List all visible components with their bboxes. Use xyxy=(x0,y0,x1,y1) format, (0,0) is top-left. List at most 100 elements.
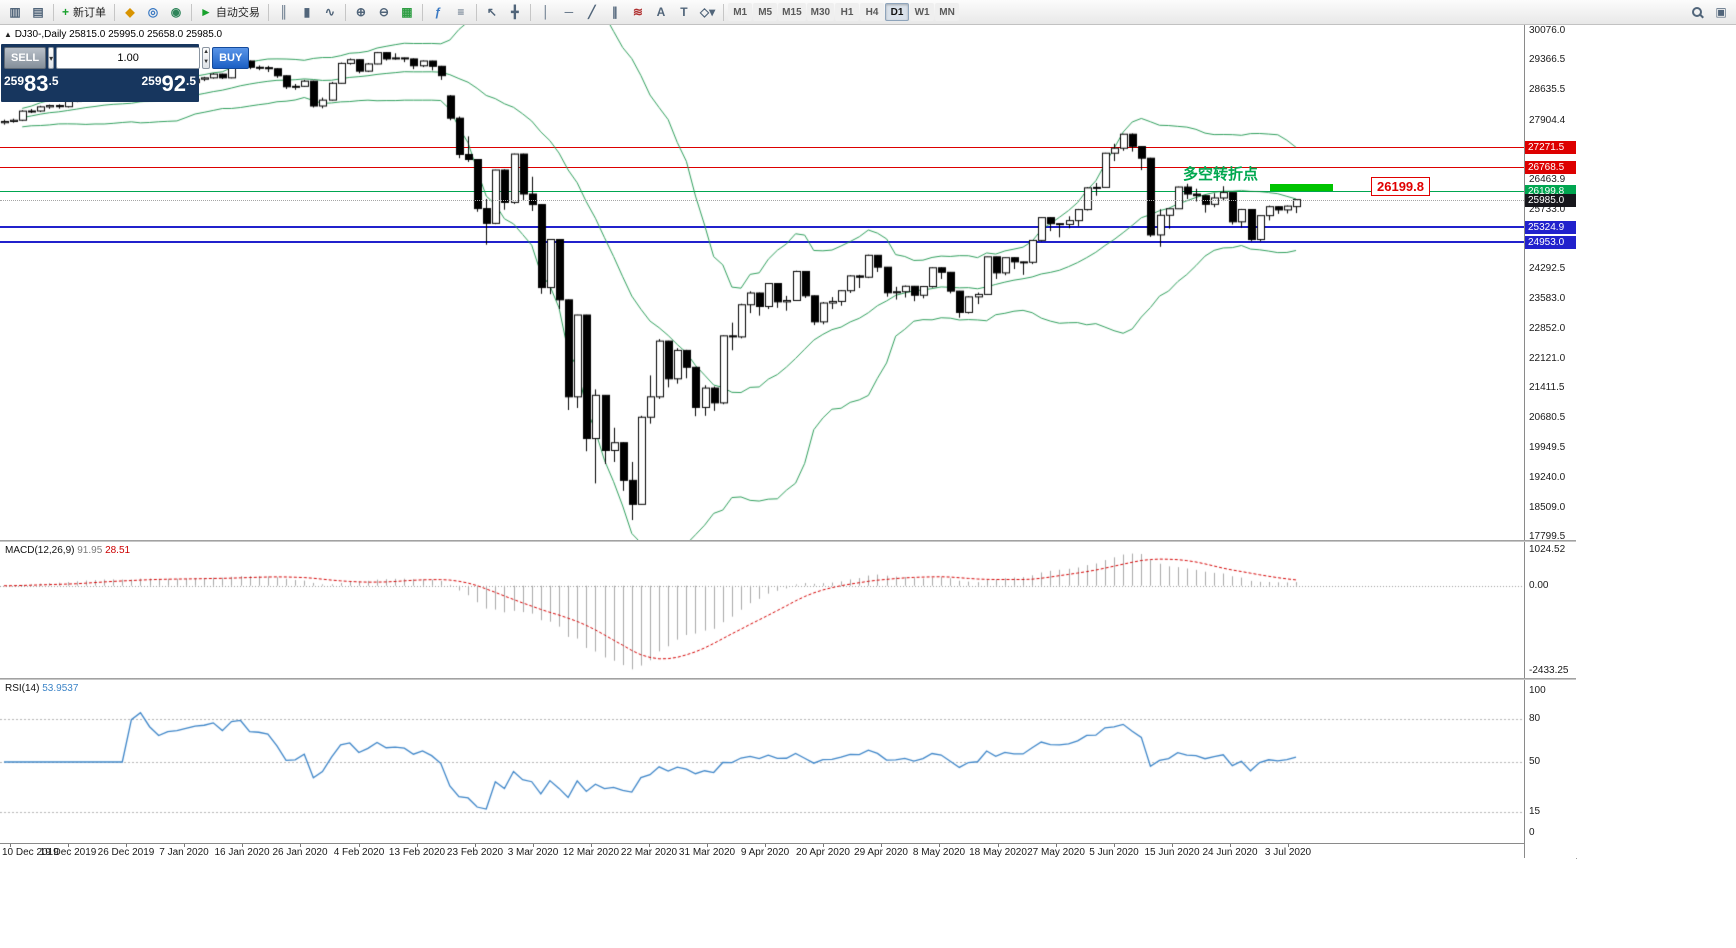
price-tag: 25985.0 xyxy=(1525,193,1576,207)
time-axis-label: 7 Jan 2020 xyxy=(159,847,209,858)
quotes-icon[interactable]: ◆ xyxy=(119,2,141,23)
macd-chart-canvas[interactable] xyxy=(0,543,1524,678)
indicators-icon[interactable]: ƒ xyxy=(427,2,449,23)
price-callout-label[interactable]: 26199.8 xyxy=(1371,177,1430,196)
chart-window-dj30-daily: ▲ DJ30-,Daily 25815.0 25995.0 25658.0 25… xyxy=(0,25,1577,859)
timeframe-button-d1[interactable]: D1 xyxy=(885,3,910,21)
rsi-chart-canvas[interactable] xyxy=(0,681,1524,843)
turning-point-level-segment[interactable] xyxy=(1270,184,1333,191)
grid-icon[interactable]: ▦ xyxy=(396,2,418,23)
timeframe-button-m1[interactable]: M1 xyxy=(728,3,753,21)
price-axis-label: 28635.5 xyxy=(1529,84,1566,96)
time-axis-label: 19 Dec 2019 xyxy=(39,847,97,858)
label-icon[interactable]: T xyxy=(673,2,695,23)
candlestick-chart-icon[interactable]: ▮ xyxy=(296,2,318,23)
line-chart-icon[interactable]: ∿ xyxy=(319,2,341,23)
search-icon[interactable] xyxy=(1686,2,1708,23)
timeframe-button-m30[interactable]: M30 xyxy=(806,3,835,21)
time-axis-tick xyxy=(649,844,650,847)
grid-icon: ▦ xyxy=(401,5,413,19)
time-axis-label: 18 May 2020 xyxy=(969,847,1027,858)
time-axis-tick xyxy=(939,844,940,847)
text-icon: A xyxy=(656,5,666,19)
time-axis-tick xyxy=(823,844,824,847)
symbol-timeframe-label: DJ30-,Daily xyxy=(14,29,67,40)
lot-stepper[interactable]: ▲ ▼ xyxy=(202,47,211,69)
buy-button[interactable]: BUY xyxy=(212,47,250,69)
time-axis-label: 3 Mar 2020 xyxy=(507,847,559,858)
terminal-icon[interactable]: ◉ xyxy=(165,2,187,23)
cursor-icon[interactable]: ↖ xyxy=(481,2,503,23)
objects-list-icon[interactable]: ≡ xyxy=(450,2,472,23)
timeframe-button-m15[interactable]: M15 xyxy=(778,3,806,21)
toolbar-separator xyxy=(267,3,269,21)
order-type-dropdown[interactable]: ▾ xyxy=(48,47,55,69)
price-axis[interactable]: 1024.52 0.00 -2433.25 30076.0 29366.5 2863… xyxy=(1524,25,1577,858)
chart-profiles-icon: ▤ xyxy=(32,5,44,19)
fibonacci-icon[interactable]: ≋ xyxy=(627,2,649,23)
time-axis-label: 15 Jun 2020 xyxy=(1144,847,1200,858)
autotrading-button[interactable]: ► 自动交易 xyxy=(196,2,264,23)
zoom-in-icon[interactable]: ⊕ xyxy=(350,2,372,23)
one-click-trading-panel: SELL ▾ ▲▼ BUY 25983.5 25992.5 xyxy=(1,44,250,102)
shapes-icon[interactable]: ◇▾ xyxy=(696,2,719,23)
zoom-out-icon: ⊖ xyxy=(378,5,389,19)
panel-separator[interactable] xyxy=(0,540,1576,542)
timeframe-button-mn[interactable]: MN xyxy=(935,3,960,21)
windows-icon: ▣ xyxy=(1715,5,1727,19)
price-axis-label: 17799.5 xyxy=(1529,531,1566,542)
price-chart-canvas[interactable] xyxy=(0,25,1524,540)
time-axis-label: 16 Jan 2020 xyxy=(214,847,270,858)
toolbar-separator xyxy=(475,3,477,21)
timeframe-button-h1[interactable]: H1 xyxy=(835,3,860,21)
step-down-icon[interactable]: ▼ xyxy=(203,59,210,65)
toolbar-right-icons: ▣ xyxy=(1686,2,1732,23)
toolbar-separator xyxy=(191,3,193,21)
crosshair-icon[interactable]: ╋ xyxy=(504,2,526,23)
lot-size-input[interactable] xyxy=(56,47,201,69)
vertical-line-icon[interactable]: │ xyxy=(535,2,557,23)
price-axis-label: 24292.5 xyxy=(1529,263,1566,275)
toolbar-separator xyxy=(421,3,423,21)
timeframe-button-m5[interactable]: M5 xyxy=(753,3,778,21)
navigator-icon[interactable]: ◎ xyxy=(142,2,164,23)
price-axis-label: 22852.0 xyxy=(1529,322,1566,334)
text-icon[interactable]: A xyxy=(650,2,672,23)
toolbar-separator xyxy=(529,3,531,21)
time-axis-label: 26 Jan 2020 xyxy=(272,847,328,858)
time-axis[interactable]: 10 Dec 2019 19 Dec 2019 26 Dec 2019 7 Jan 2… xyxy=(0,843,1576,859)
price-axis-label: 19240.0 xyxy=(1529,471,1566,483)
bar-chart-icon[interactable]: ║ xyxy=(273,2,295,23)
time-axis-label: 4 Feb 2020 xyxy=(333,847,385,858)
price-axis-label: 22121.0 xyxy=(1529,352,1566,364)
new-chart-icon: ▥ xyxy=(9,5,21,19)
time-axis-label: 31 Mar 2020 xyxy=(678,847,736,858)
timeframe-button-h4[interactable]: H4 xyxy=(860,3,885,21)
objects-list-icon: ≡ xyxy=(457,5,465,19)
time-axis-tick xyxy=(533,844,534,847)
channel-icon[interactable]: ∥ xyxy=(604,2,626,23)
macd-indicator-label: MACD(12,26,9) 91.95 28.51 xyxy=(5,545,131,556)
time-axis-tick xyxy=(998,844,999,847)
trendline-icon[interactable]: ╱ xyxy=(581,2,603,23)
sell-button[interactable]: SELL xyxy=(4,47,47,69)
new-chart-icon[interactable]: ▥ xyxy=(4,2,26,23)
panel-separator[interactable] xyxy=(0,678,1576,680)
step-up-icon[interactable]: ▲ xyxy=(203,49,210,55)
chart-profiles-icon[interactable]: ▤ xyxy=(27,2,49,23)
time-axis-label: 23 Feb 2020 xyxy=(446,847,504,858)
price-axis-label: 30076.0 xyxy=(1529,25,1566,36)
toolbar-separator xyxy=(53,3,54,21)
zoom-out-icon[interactable]: ⊖ xyxy=(373,2,395,23)
new-order-button[interactable]: + 新订单 xyxy=(58,2,110,23)
windows-icon[interactable]: ▣ xyxy=(1710,2,1732,23)
timeframe-button-w1[interactable]: W1 xyxy=(910,3,935,21)
price-axis-label: 18509.0 xyxy=(1529,501,1566,513)
time-axis-tick xyxy=(1230,844,1231,847)
toolbar: ▥ ▤ + 新订单 ◆ ◎ ◉ ► 自动交易 ║ ▮ ∿ ⊕ ⊖ ▦ ƒ ≡ ↖ ╋ │ ─ ╱ ∥ ≋ A T ◇▾ M1 M5 M15… xyxy=(0,0,1736,25)
time-axis-tick xyxy=(242,844,243,847)
time-axis-tick xyxy=(765,844,766,847)
horizontal-line-icon[interactable]: ─ xyxy=(558,2,580,23)
panel-collapse-icon[interactable]: ▲ xyxy=(4,30,12,39)
